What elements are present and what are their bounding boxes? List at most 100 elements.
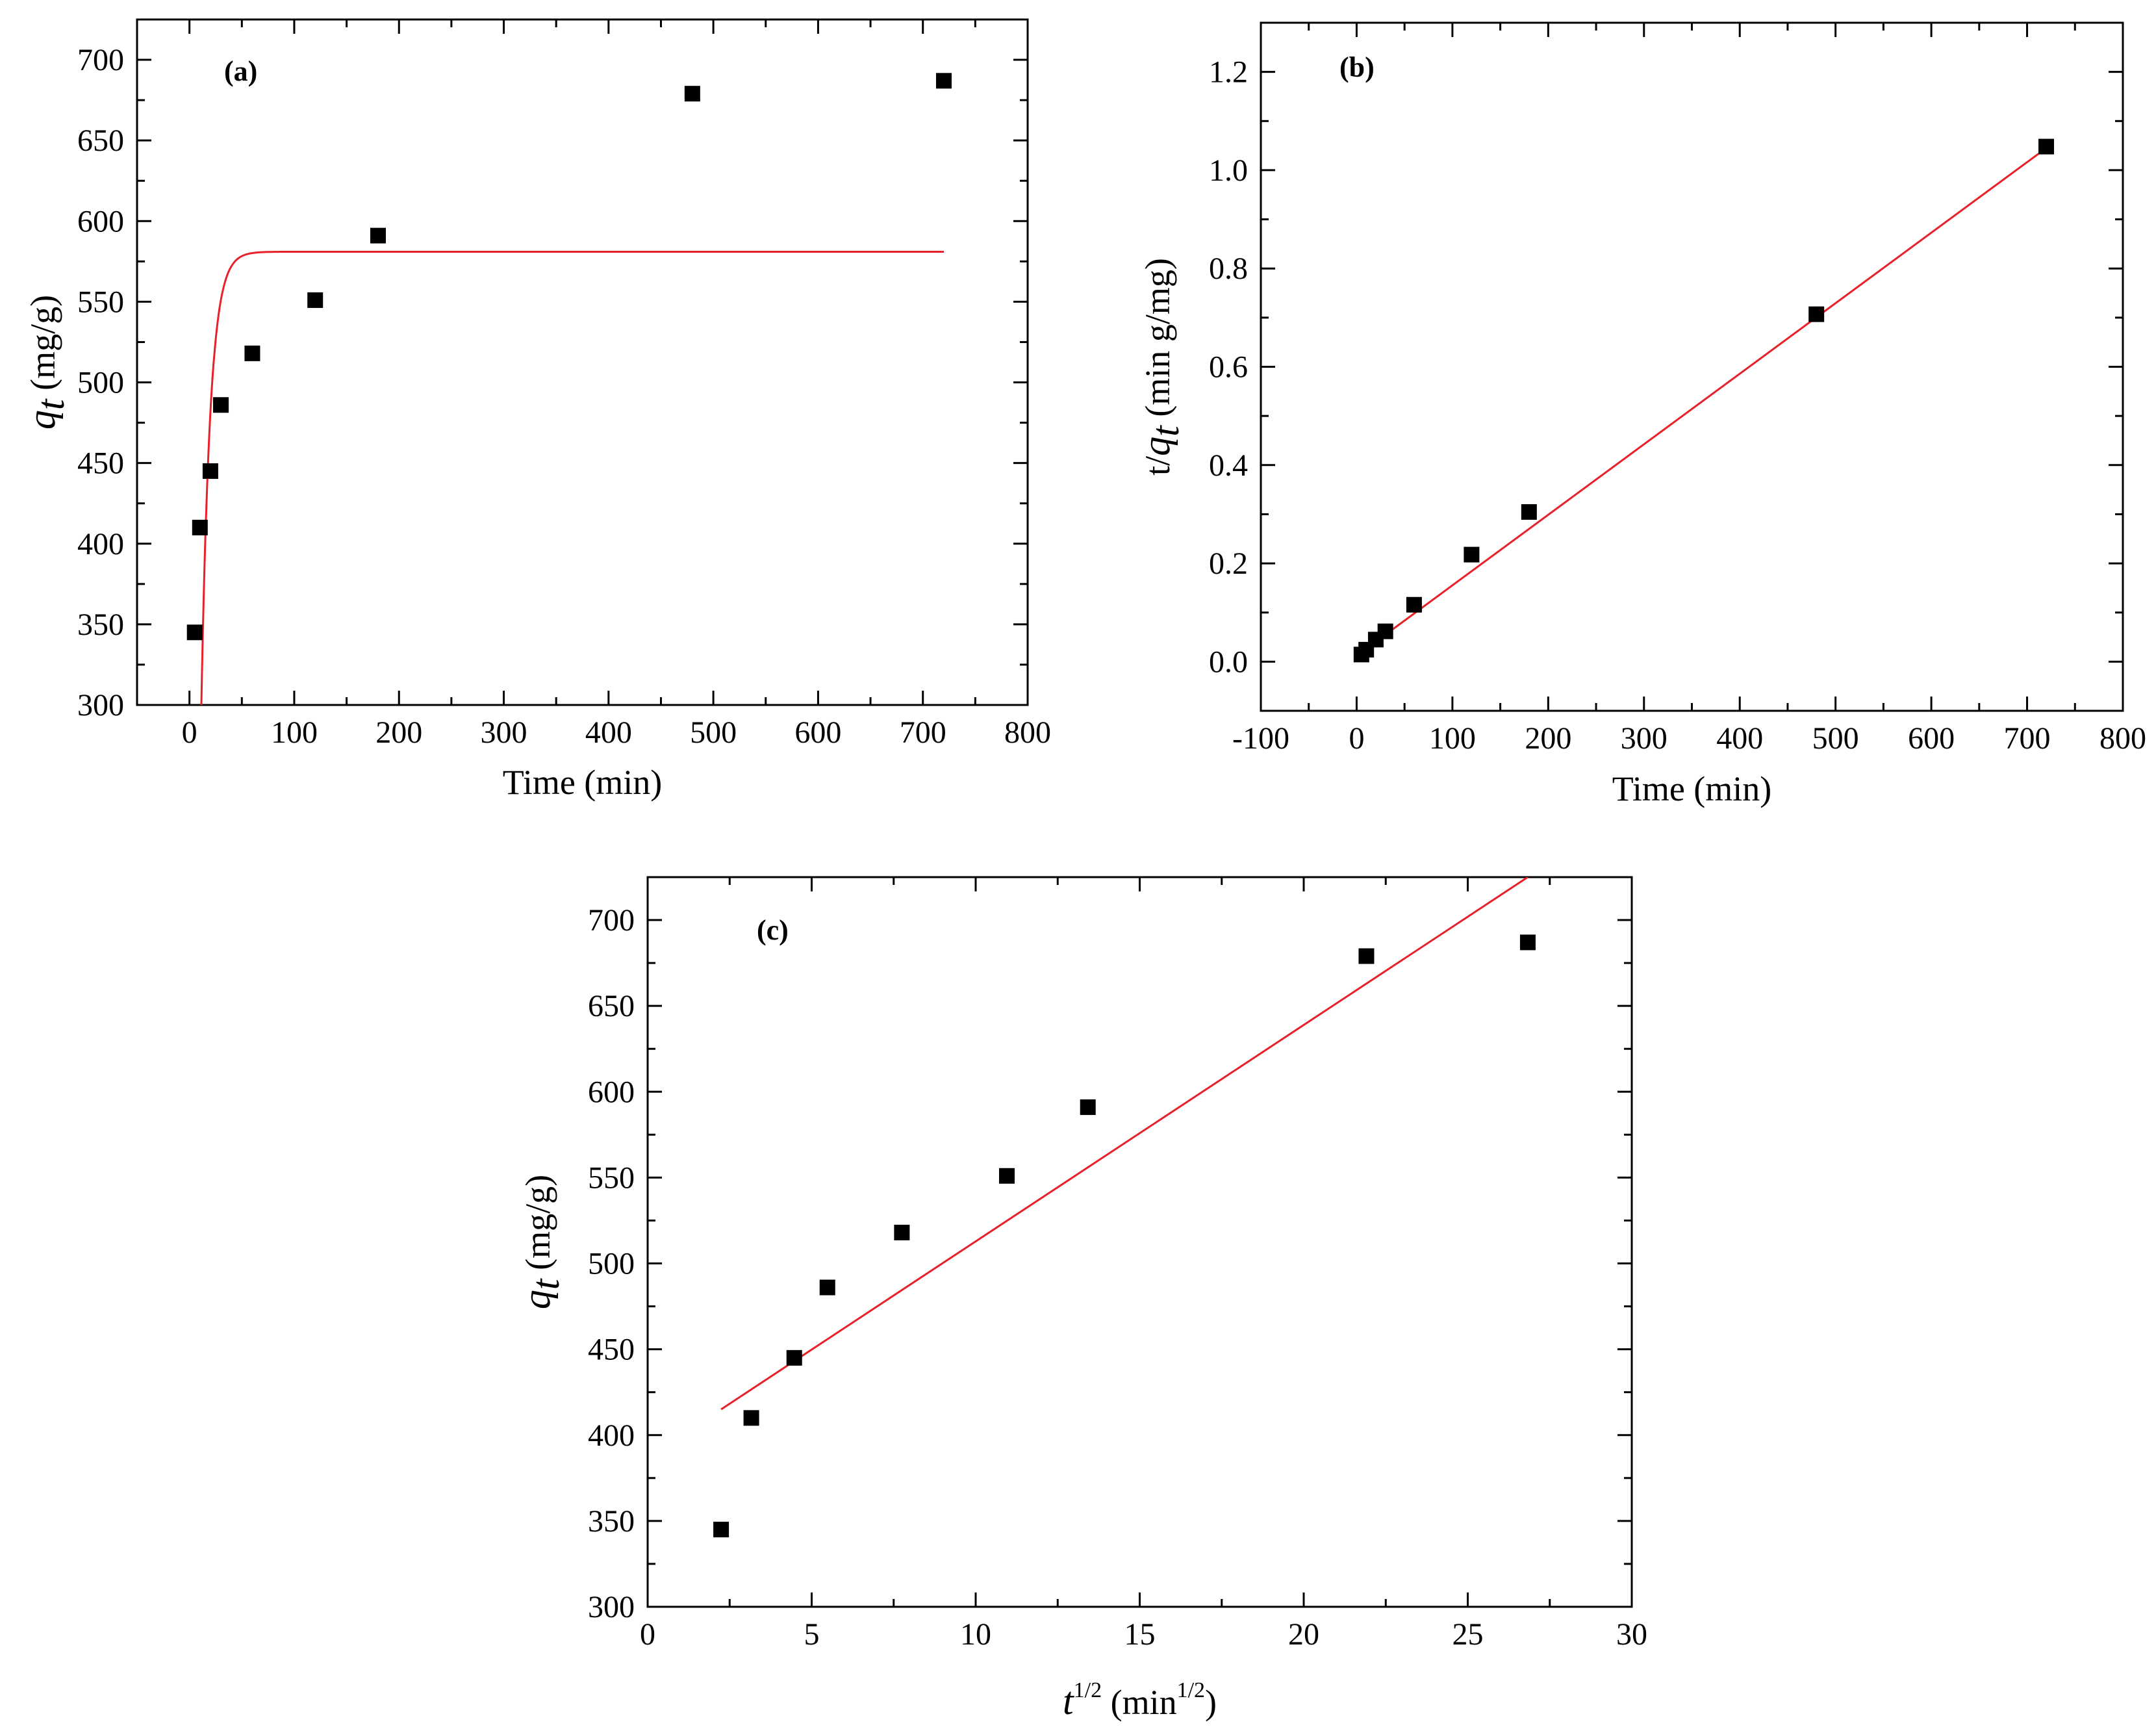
y-tick-label: 350: [588, 1504, 635, 1539]
x-tick-label: 400: [1716, 721, 1763, 756]
data-point: [1406, 596, 1422, 613]
fit-line: [1360, 147, 2047, 654]
data-point: [370, 227, 386, 244]
y-tick-label: 700: [77, 43, 124, 77]
data-point: [192, 519, 208, 535]
y-axis-symbol: q: [1135, 437, 1178, 456]
y-tick-label: 550: [588, 1160, 635, 1195]
data-point: [1464, 546, 1480, 563]
data-point: [935, 73, 952, 89]
data-point: [1808, 306, 1825, 322]
x-tick-label: 500: [690, 715, 737, 750]
data-point: [998, 1168, 1015, 1184]
data-point: [1358, 948, 1375, 964]
x-tick-label: 10: [960, 1617, 991, 1652]
y-tick-label: 0.2: [1209, 546, 1248, 581]
x-tick-label: -100: [1232, 721, 1289, 756]
fit-line: [200, 251, 944, 705]
x-tick-label: 300: [481, 715, 527, 750]
x-tick-label: 5: [804, 1617, 820, 1652]
x-axis-title: Time (min): [1612, 769, 1772, 808]
y-axis-symbol: q: [20, 410, 63, 429]
y-tick-label: 600: [588, 1075, 635, 1109]
data-point: [186, 624, 203, 641]
x-tick-label: 600: [1908, 721, 1955, 756]
x-axis-unit-close: ): [1205, 1683, 1217, 1722]
x-tick-label: 0: [182, 715, 197, 750]
chart-panel-a: 0 100 200 300 400 500 600 700 800 300 350 400 450 500…: [20, 18, 1051, 802]
y-tick-label: 550: [77, 285, 124, 319]
y-tick-label: 450: [77, 446, 124, 481]
y-tick-label: 500: [77, 366, 124, 400]
y-axis-unit: (mg/g): [23, 295, 62, 399]
x-tick-label: 700: [2004, 721, 2051, 756]
x-tick-label: 700: [900, 715, 946, 750]
data-point: [894, 1224, 910, 1240]
x-tick-label: 500: [1812, 721, 1859, 756]
data-point: [244, 345, 260, 361]
plot-frame: [646, 876, 1633, 1608]
y-axis-unit: (min g/mg): [1138, 258, 1177, 426]
y-tick-label: 0.4: [1209, 448, 1248, 483]
y-tick-label: 400: [588, 1418, 635, 1453]
x-tick-label: 400: [585, 715, 632, 750]
data-point: [202, 463, 218, 480]
panel-label: (a): [224, 55, 257, 87]
data-point: [213, 397, 229, 413]
x-tick-label: 20: [1288, 1617, 1319, 1652]
y-tick-label: 400: [77, 527, 124, 561]
x-tick-label: 300: [1621, 721, 1668, 756]
x-tick-label: 200: [1525, 721, 1571, 756]
data-point: [819, 1279, 835, 1296]
x-tick-label: 100: [271, 715, 318, 750]
x-tick-label: 0: [1349, 721, 1364, 756]
x-axis-title: Time (min): [503, 763, 663, 802]
y-tick-label: 600: [77, 204, 124, 238]
y-tick-label: 650: [77, 123, 124, 158]
data-point: [713, 1522, 729, 1538]
x-tick-label: 800: [2099, 721, 2146, 756]
x-axis-unit: (min: [1102, 1683, 1177, 1722]
y-tick-label: 350: [77, 608, 124, 642]
data-point: [1519, 934, 1536, 951]
data-point: [684, 86, 700, 102]
plot-frame: [1260, 21, 2124, 712]
y-tick-label: 0.0: [1209, 645, 1248, 679]
y-axis-unit: (mg/g): [518, 1175, 557, 1279]
y-tick-label: 650: [588, 989, 635, 1023]
y-axis-prefix: t/: [1138, 456, 1177, 476]
y-axis-subscript: t: [29, 398, 72, 410]
plot-frame: [136, 18, 1029, 706]
x-tick-label: 200: [375, 715, 422, 750]
panel-label: (b): [1339, 51, 1375, 83]
y-tick-label: 700: [588, 903, 635, 938]
x-tick-label: 15: [1124, 1617, 1156, 1652]
data-point: [307, 292, 323, 308]
y-tick-label: 1.2: [1209, 55, 1248, 90]
x-tick-label: 600: [794, 715, 841, 750]
y-tick-label: 300: [77, 688, 124, 723]
data-point: [1521, 504, 1537, 520]
x-tick-label: 800: [1004, 715, 1051, 750]
y-axis-title: t/qt (min g/mg): [1135, 258, 1187, 476]
y-axis-subscript: t: [1144, 425, 1187, 437]
y-axis-title: qt (mg/g): [20, 295, 72, 429]
x-axis-superscript: 1/2: [1074, 1678, 1102, 1702]
chart-panel-c: 0 5 10 15 20 25 30 300 350 400 450 500 550 600 650 700 (…: [515, 876, 1647, 1722]
y-axis-symbol: q: [515, 1290, 558, 1309]
data-point: [786, 1350, 802, 1366]
y-axis-title: qt (mg/g): [515, 1175, 567, 1309]
fit-line: [720, 877, 1528, 1411]
panel-label: (c): [757, 914, 789, 946]
y-tick-label: 1.0: [1209, 153, 1248, 188]
y-tick-label: 300: [588, 1590, 635, 1624]
y-tick-label: 500: [588, 1247, 635, 1281]
x-tick-label: 100: [1429, 721, 1476, 756]
x-tick-label: 0: [640, 1617, 655, 1652]
y-tick-label: 450: [588, 1333, 635, 1367]
data-point: [743, 1410, 759, 1426]
data-point: [1377, 623, 1393, 639]
x-axis-unit-superscript: 1/2: [1177, 1678, 1205, 1702]
data-point: [2038, 138, 2055, 155]
